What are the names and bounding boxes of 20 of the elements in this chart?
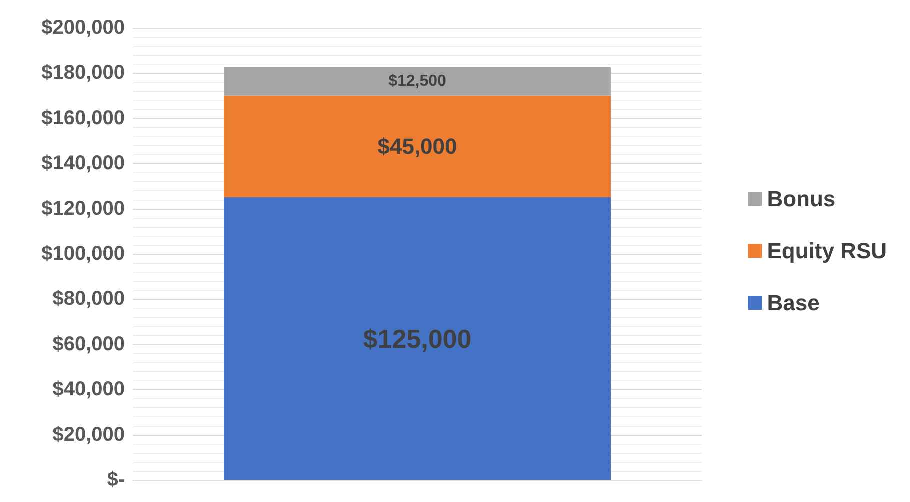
- y-tick-label: $60,000: [52, 333, 125, 356]
- data-label: $125,000: [363, 324, 472, 354]
- y-tick-label: $40,000: [52, 378, 125, 401]
- legend-label: Equity RSU: [767, 238, 888, 264]
- y-tick-label: $100,000: [42, 243, 125, 265]
- bar: [224, 198, 611, 480]
- y-tick-label: $180,000: [42, 62, 125, 84]
- bar: [224, 68, 611, 96]
- y-tick-label: $-: [107, 469, 125, 491]
- y-tick-label: $120,000: [42, 198, 125, 220]
- y-tick-label: $160,000: [42, 107, 125, 130]
- data-label: $45,000: [378, 134, 458, 160]
- y-tick-label: $80,000: [52, 288, 125, 310]
- data-label: $12,500: [388, 73, 447, 90]
- y-tick-label: $200,000: [42, 17, 125, 39]
- y-tick-label: $140,000: [42, 152, 125, 175]
- legend-label: Base: [767, 290, 820, 316]
- y-tick-label: $20,000: [52, 424, 125, 446]
- legend-label: Bonus: [767, 186, 836, 212]
- bar: [224, 96, 611, 198]
